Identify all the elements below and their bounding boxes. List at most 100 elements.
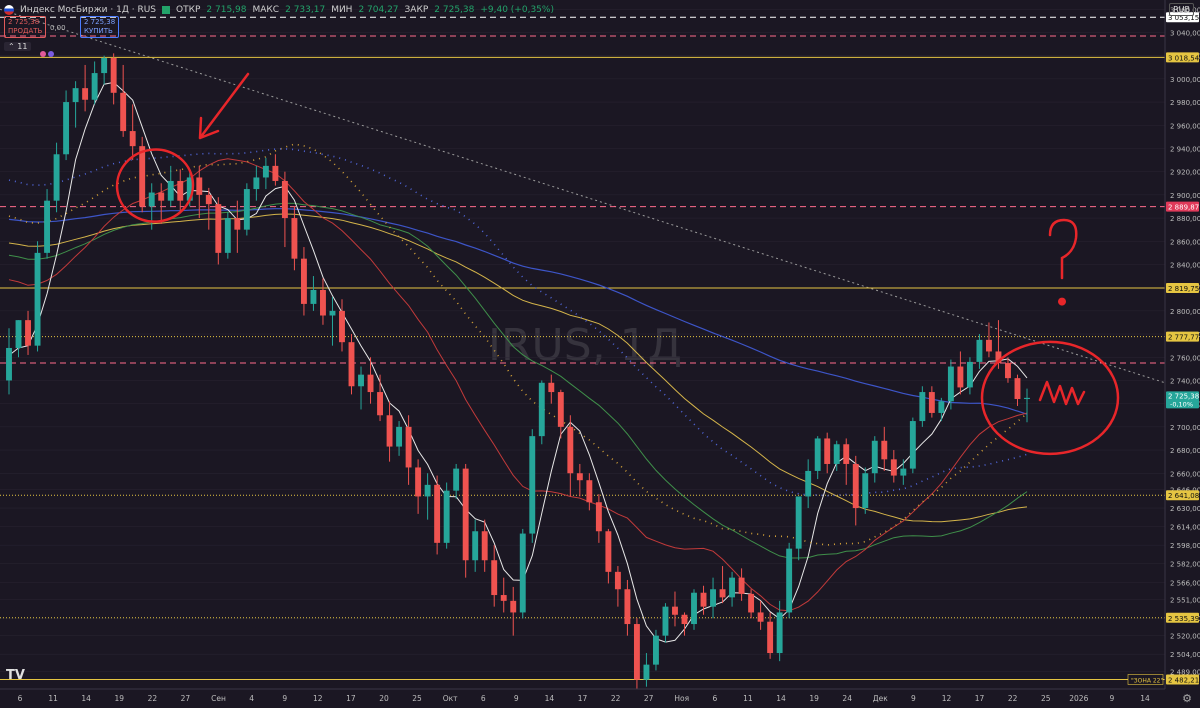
- low-label: МИН: [331, 5, 353, 15]
- candle-body: [262, 165, 269, 178]
- level-badge: [1166, 331, 1199, 342]
- candle-body: [291, 218, 298, 259]
- candle-body: [234, 218, 241, 230]
- open-value: 2 715,98: [206, 5, 247, 15]
- x-tick-label: 17: [346, 694, 356, 703]
- high-label: МАКС: [252, 5, 280, 15]
- last-price-change: -0,10%: [1170, 400, 1193, 408]
- buy-button[interactable]: 2 725,38 КУПИТЬ: [80, 16, 120, 38]
- x-tick-label: 12: [942, 694, 952, 703]
- candle-body: [348, 342, 355, 387]
- candle-body: [1005, 363, 1011, 379]
- tradingview-logo: TV: [6, 668, 25, 683]
- annotation-question-mark: [1048, 218, 1078, 280]
- candle-body: [519, 533, 526, 613]
- high-value: 2 733,17: [285, 5, 326, 15]
- candle-body: [624, 589, 631, 625]
- candle-body: [776, 612, 783, 654]
- candle-body: [44, 200, 51, 253]
- level-badge-label: 3 018,54: [1168, 54, 1200, 62]
- candle-body: [158, 192, 165, 201]
- x-tick-label: 11: [743, 694, 753, 703]
- buy-label: КУПИТЬ: [84, 27, 113, 35]
- candle-body: [205, 194, 212, 205]
- x-tick-label: 27: [181, 694, 191, 703]
- candle-body: [1024, 397, 1030, 400]
- annotation-question-dot: [1058, 297, 1066, 306]
- candle-body: [900, 468, 907, 476]
- russia-flag-icon: [4, 5, 14, 15]
- candle-body: [786, 548, 793, 613]
- level-badge-label: 2 777,77: [1168, 334, 1199, 342]
- symbol-title[interactable]: Индекс МосБиржи · 1Д · RUS: [20, 5, 157, 15]
- candle-body: [82, 88, 89, 100]
- candle-body: [795, 496, 802, 549]
- currency-selector[interactable]: RUB: [1169, 3, 1194, 16]
- candle-body: [843, 444, 850, 464]
- candle-body: [909, 421, 916, 469]
- candle-body: [862, 473, 869, 509]
- candle-body: [491, 560, 498, 596]
- candle-body: [272, 165, 279, 181]
- candle-body: [890, 459, 897, 476]
- y-tick-label: 2 566,00: [1170, 579, 1200, 587]
- candle-body: [938, 401, 945, 413]
- candle-body: [367, 374, 374, 393]
- candle-body: [824, 438, 831, 464]
- candle-body: [567, 426, 574, 474]
- candle-body: [186, 177, 193, 201]
- y-tick-label: 2 598,00: [1170, 542, 1200, 550]
- level-badge: [1166, 52, 1199, 63]
- candle-body: [53, 154, 60, 201]
- candle-body: [1014, 378, 1021, 400]
- candle-body: [586, 480, 593, 503]
- x-tick-label: 17: [975, 694, 985, 703]
- price-axis: 3 060,003 040,003 020,003 000,002 980,00…: [1127, 0, 1200, 708]
- last-price-badge: [1166, 391, 1199, 409]
- y-tick-label: 3 040,00: [1170, 29, 1200, 37]
- candle-body: [852, 463, 859, 509]
- candle-body: [310, 289, 317, 304]
- x-tick-label: 25: [1041, 694, 1051, 703]
- y-tick-label: 2 980,00: [1170, 99, 1200, 107]
- candle-body: [101, 57, 108, 74]
- level-badge: [1166, 612, 1199, 623]
- x-tick-label: 4: [249, 694, 254, 703]
- candle-body: [15, 320, 22, 348]
- candle-body: [167, 180, 174, 201]
- y-tick-label: 2 940,00: [1170, 145, 1200, 153]
- candle-body: [643, 664, 650, 680]
- candle-body: [748, 593, 755, 613]
- candle-body: [386, 415, 393, 447]
- close-label: ЗАКР: [404, 5, 429, 15]
- price-levels: [0, 16, 1165, 680]
- x-tick-label: 27: [644, 694, 654, 703]
- candle-body: [557, 392, 564, 427]
- candle-body: [281, 180, 288, 219]
- candle-body: [177, 180, 184, 201]
- candle-body: [443, 490, 450, 543]
- level-badge-label: 2 819,75: [1168, 285, 1199, 293]
- buy-price: 2 725,38: [84, 18, 116, 26]
- candle-body: [529, 436, 536, 534]
- candle-body: [985, 339, 992, 352]
- candle-body: [72, 88, 79, 103]
- candle-body: [224, 218, 231, 253]
- level-badge-label: 2 535,39: [1168, 615, 1199, 623]
- settings-icon[interactable]: ⚙: [1182, 692, 1192, 705]
- collapse-indicators-button[interactable]: ⌃ 11: [4, 42, 32, 51]
- candle-body: [462, 468, 469, 561]
- y-tick-label: 2 551,00: [1170, 597, 1200, 605]
- x-tick-label: 12: [313, 694, 323, 703]
- indicator-dot-icon: [48, 51, 54, 57]
- close-value: 2 725,38: [434, 5, 475, 15]
- candle-body: [871, 440, 878, 474]
- x-tick-label: Окт: [443, 694, 458, 703]
- x-tick-label: 22: [611, 694, 621, 703]
- x-tick-label: 19: [114, 694, 124, 703]
- candle-body: [25, 320, 31, 346]
- candle-body: [63, 102, 70, 155]
- candle-body: [576, 473, 583, 481]
- sell-button[interactable]: 2 725,38 ПРОДАТЬ: [4, 16, 47, 38]
